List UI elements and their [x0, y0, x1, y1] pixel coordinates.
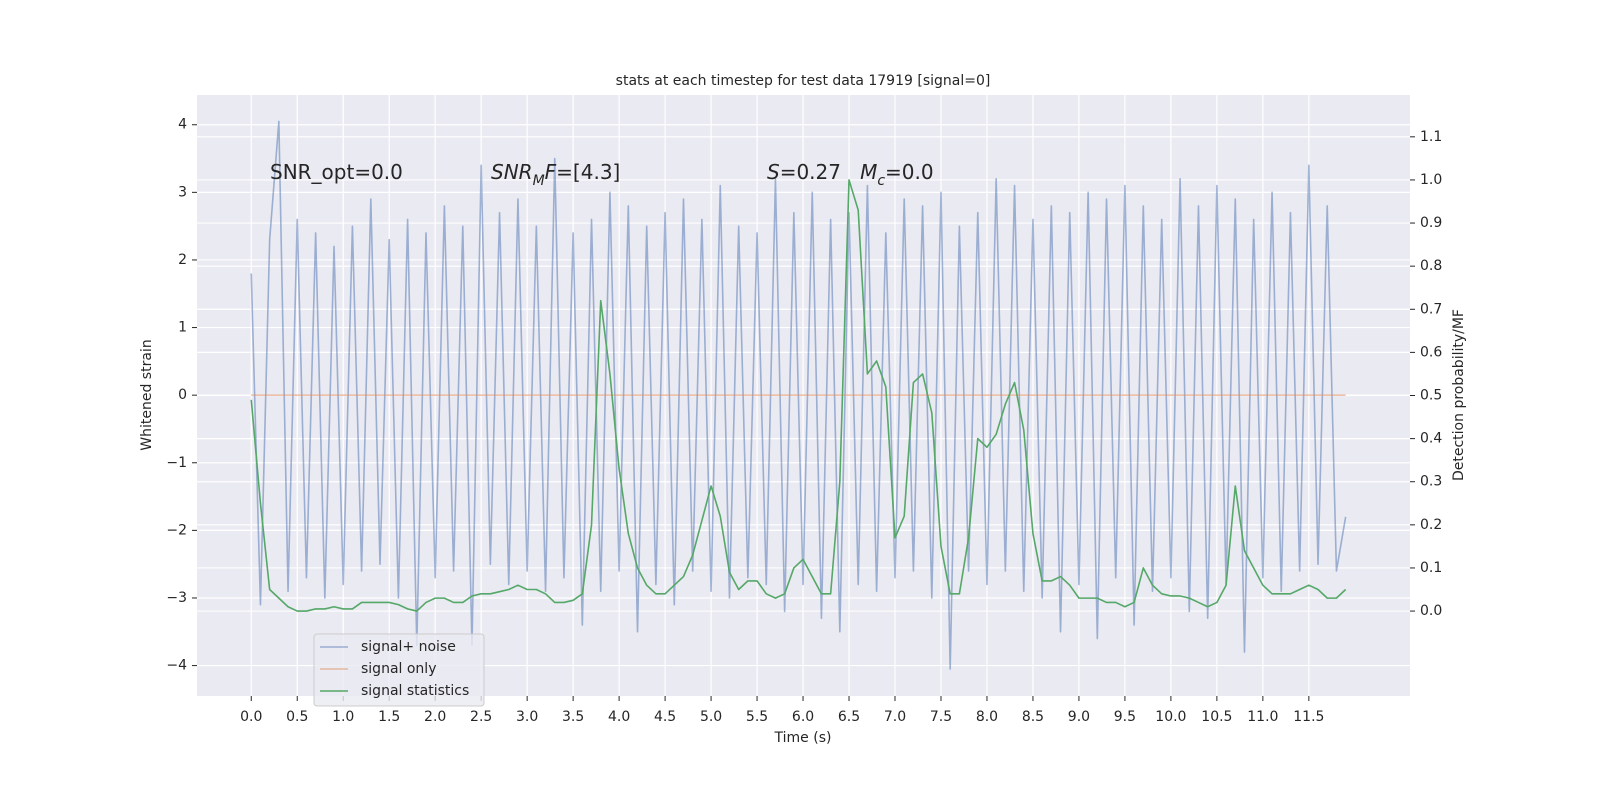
y2-tick-label: 0.7 [1420, 301, 1442, 317]
x-tick-label: 4.0 [608, 709, 630, 725]
x-tick-label: 0.5 [286, 709, 308, 725]
x-tick-label: 3.0 [516, 709, 538, 725]
x-tick-label: 2.5 [470, 709, 492, 725]
x-tick-label: 10.0 [1155, 709, 1186, 725]
y2-tick-label: 0.1 [1420, 560, 1442, 576]
y-tick-label: 1 [178, 320, 187, 336]
y-tick-label: 3 [178, 184, 187, 200]
y-tick-label: −2 [166, 522, 187, 538]
annotation: S=0.27 Mc=0.0 [767, 160, 934, 190]
series-line [250, 120, 1347, 670]
x-tick-label: 1.5 [378, 709, 400, 725]
y2-tick-label: 0.5 [1420, 388, 1442, 404]
legend-label: signal statistics [361, 683, 469, 699]
annotation: SNRMF=[4.3] [491, 160, 620, 190]
annotation-part: =0.0 [885, 160, 934, 184]
x-tick-label: 1.0 [332, 709, 354, 725]
x-axis-label: Time (s) [774, 730, 832, 746]
x-tick-label: 0.0 [240, 709, 262, 725]
y2-tick-label: 0.8 [1420, 258, 1442, 274]
legend-box [313, 633, 485, 707]
x-tick-label: 10.5 [1201, 709, 1232, 725]
y2-axis-label: Detection probability/MF [1451, 309, 1467, 481]
x-tick-label: 6.5 [838, 709, 860, 725]
x-tick-label: 11.0 [1247, 709, 1278, 725]
y-tick-label: 2 [178, 252, 187, 268]
x-tick-label: 7.5 [930, 709, 952, 725]
x-tick-label: 8.5 [1022, 709, 1044, 725]
x-tick-label: 9.5 [1114, 709, 1136, 725]
x-tick-label: 2.0 [424, 709, 446, 725]
y-tick-label: −3 [166, 590, 187, 606]
annotation-part: =0.27 [780, 160, 860, 184]
y2-tick-label: 1.0 [1420, 172, 1442, 188]
annotation: SNR_opt=0.0 [270, 160, 403, 184]
x-tick-label: 6.0 [792, 709, 814, 725]
y-tick-label: 4 [178, 117, 187, 133]
annotation-part: F [545, 160, 557, 184]
legend-label: signal+ noise [361, 639, 456, 655]
x-tick-label: 7.0 [884, 709, 906, 725]
y2-tick-label: 0.9 [1420, 215, 1442, 231]
y-tick-label: −1 [166, 455, 187, 471]
x-tick-label: 9.0 [1068, 709, 1090, 725]
y-tick-label: −4 [166, 658, 187, 674]
legend-label: signal only [361, 661, 436, 677]
y2-tick-label: 1.1 [1420, 129, 1442, 145]
y-axis-label: Whitened strain [139, 339, 155, 450]
x-tick-label: 8.0 [976, 709, 998, 725]
annotation-part: S [767, 160, 780, 184]
y2-tick-label: 0.0 [1420, 603, 1442, 619]
x-tick-label: 5.0 [700, 709, 722, 725]
y2-tick-label: 0.3 [1420, 474, 1442, 490]
y-tick-label: 0 [178, 387, 187, 403]
chart-title: stats at each timestep for test data 179… [616, 73, 991, 89]
annotation-part: SNR [491, 160, 533, 184]
annotation-part: c [877, 173, 885, 189]
x-tick-label: 4.5 [654, 709, 676, 725]
annotation-part: SNR_opt=0.0 [270, 160, 403, 184]
y2-tick-label: 0.4 [1420, 431, 1442, 447]
series-line [250, 179, 1347, 612]
x-tick-label: 5.5 [746, 709, 768, 725]
y2-tick-label: 0.2 [1420, 517, 1442, 533]
annotation-part: M [533, 173, 545, 189]
x-tick-label: 3.5 [562, 709, 584, 725]
y2-tick-label: 0.6 [1420, 344, 1442, 360]
annotation-part: M [860, 160, 877, 184]
annotation-part: =[4.3] [556, 160, 620, 184]
x-tick-label: 11.5 [1293, 709, 1324, 725]
